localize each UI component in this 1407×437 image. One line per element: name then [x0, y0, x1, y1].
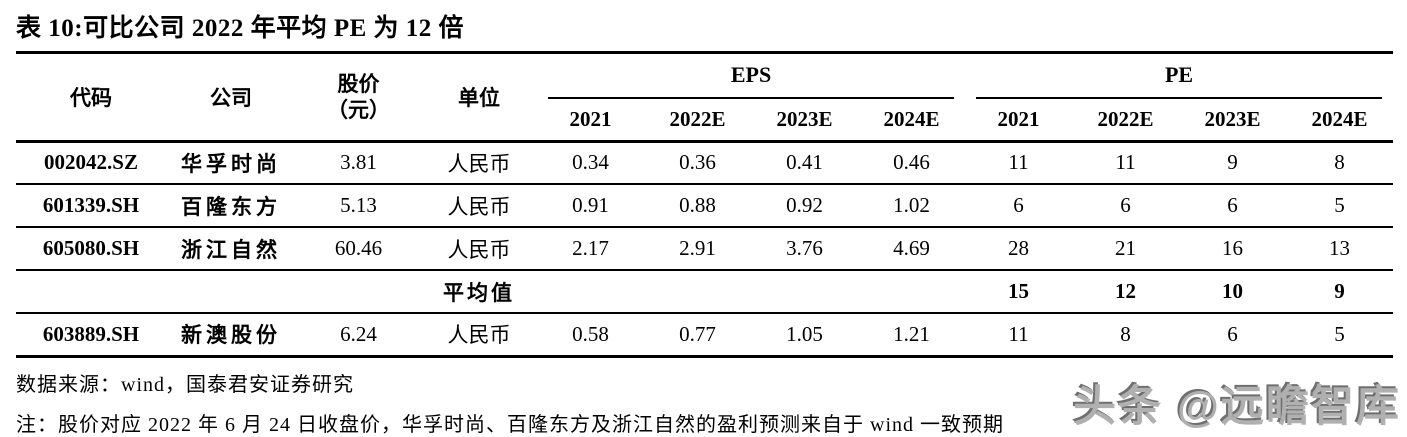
- pe-cell: 5: [1286, 184, 1394, 228]
- price-cell: 3.81: [296, 141, 421, 185]
- average-label-cell: 平均值: [421, 270, 537, 314]
- table-header: 代码 公司 股价 （元） 单位 EPS PE 2021 2022E 2023E …: [16, 52, 1394, 143]
- table-title: 表 10:可比公司 2022 年平均 PE 为 12 倍: [16, 15, 465, 42]
- code-cell: 605080.SH: [16, 227, 166, 271]
- header-eps-2023e: 2023E: [751, 99, 858, 143]
- table-row: 603889.SH 新澳股份 6.24 人民币 0.58 0.77 1.05 1…: [16, 313, 1394, 358]
- pe-cell: 6: [1072, 184, 1180, 228]
- pe-cell: 11: [965, 141, 1073, 185]
- empty-cell: [16, 270, 166, 314]
- eps-cell: 1.02: [858, 184, 966, 228]
- empty-cell: [166, 270, 296, 314]
- eps-cell: 2.91: [644, 227, 751, 271]
- pe-cell: 5: [1286, 313, 1394, 358]
- pe-cell: 9: [1179, 141, 1287, 185]
- empty-cell: [644, 270, 751, 314]
- eps-cell: 0.36: [644, 141, 751, 185]
- report-table-page: 表 10:可比公司 2022 年平均 PE 为 12 倍 代码 公司 股价 （元…: [0, 8, 1407, 436]
- header-pe-2023e: 2023E: [1179, 99, 1287, 143]
- eps-cell: 0.41: [751, 141, 858, 185]
- header-group-pe: PE: [965, 53, 1393, 99]
- company-cell: 百隆东方: [166, 184, 296, 228]
- header-eps-2022e: 2022E: [644, 99, 751, 143]
- average-pe-cell: 12: [1072, 270, 1180, 314]
- company-cell: 新澳股份: [166, 313, 296, 358]
- header-eps-2024e: 2024E: [858, 99, 966, 143]
- eps-cell: 0.88: [644, 184, 751, 228]
- eps-cell: 0.58: [537, 313, 644, 358]
- comparables-table: 代码 公司 股价 （元） 单位 EPS PE 2021 2022E 2023E …: [16, 51, 1394, 358]
- header-pe-2021: 2021: [965, 99, 1073, 143]
- header-pe-2022e: 2022E: [1072, 99, 1180, 143]
- pe-cell: 28: [965, 227, 1073, 271]
- header-price: 股价 （元）: [296, 52, 421, 143]
- eps-cell: 0.34: [537, 141, 644, 185]
- empty-cell: [858, 270, 966, 314]
- unit-cell: 人民币: [421, 227, 537, 271]
- watermark: 头条 @远瞻智库: [1073, 383, 1401, 431]
- pe-cell: 16: [1179, 227, 1287, 271]
- pe-cell: 8: [1072, 313, 1180, 358]
- eps-cell: 0.46: [858, 141, 966, 185]
- header-unit: 单位: [421, 52, 537, 143]
- price-cell: 60.46: [296, 227, 421, 271]
- unit-cell: 人民币: [421, 141, 537, 185]
- price-cell: 5.13: [296, 184, 421, 228]
- eps-cell: 2.17: [537, 227, 644, 271]
- header-eps-2021: 2021: [537, 99, 644, 143]
- pe-cell: 11: [1072, 141, 1180, 185]
- empty-cell: [537, 270, 644, 314]
- eps-cell: 0.77: [644, 313, 751, 358]
- empty-cell: [296, 270, 421, 314]
- header-company: 公司: [166, 52, 296, 143]
- empty-cell: [751, 270, 858, 314]
- header-group-eps-label: EPS: [547, 54, 955, 99]
- eps-cell: 3.76: [751, 227, 858, 271]
- company-cell: 浙江自然: [166, 227, 296, 271]
- eps-cell: 0.92: [751, 184, 858, 228]
- average-pe-cell: 10: [1179, 270, 1287, 314]
- header-code: 代码: [16, 52, 166, 143]
- header-pe-2024e: 2024E: [1286, 99, 1394, 143]
- price-cell: 6.24: [296, 313, 421, 358]
- average-pe-cell: 15: [965, 270, 1073, 314]
- table-row: 605080.SH 浙江自然 60.46 人民币 2.17 2.91 3.76 …: [16, 227, 1394, 271]
- data-source-text: 数据来源：wind，国泰君安证券研究: [16, 373, 354, 396]
- eps-cell: 1.21: [858, 313, 966, 358]
- pe-cell: 6: [1179, 184, 1287, 228]
- header-price-line1: 股价: [337, 71, 380, 96]
- header-group-pe-label: PE: [975, 54, 1383, 99]
- unit-cell: 人民币: [421, 184, 537, 228]
- year-header-row: 2021 2022E 2023E 2024E 2021 2022E 2023E …: [16, 99, 1394, 143]
- code-cell: 603889.SH: [16, 313, 166, 358]
- pe-cell: 13: [1286, 227, 1394, 271]
- pe-cell: 11: [965, 313, 1073, 358]
- code-cell: 002042.SZ: [16, 141, 166, 185]
- unit-cell: 人民币: [421, 313, 537, 358]
- table-row: 002042.SZ 华孚时尚 3.81 人民币 0.34 0.36 0.41 0…: [16, 141, 1394, 185]
- average-pe-cell: 9: [1286, 270, 1394, 314]
- code-cell: 601339.SH: [16, 184, 166, 228]
- eps-cell: 0.91: [537, 184, 644, 228]
- company-cell: 华孚时尚: [166, 141, 296, 185]
- pe-cell: 6: [965, 184, 1073, 228]
- header-price-line2: （元）: [327, 97, 390, 122]
- pe-cell: 21: [1072, 227, 1180, 271]
- pe-cell: 8: [1286, 141, 1394, 185]
- average-row: 平均值 15 12 10 9: [16, 270, 1394, 314]
- group-header-row: 代码 公司 股价 （元） 单位 EPS PE: [16, 52, 1393, 143]
- eps-cell: 1.05: [751, 313, 858, 358]
- table-row: 601339.SH 百隆东方 5.13 人民币 0.91 0.88 0.92 1…: [16, 184, 1394, 228]
- pe-cell: 6: [1179, 313, 1287, 358]
- header-group-eps: EPS: [537, 53, 965, 99]
- eps-cell: 4.69: [858, 227, 966, 271]
